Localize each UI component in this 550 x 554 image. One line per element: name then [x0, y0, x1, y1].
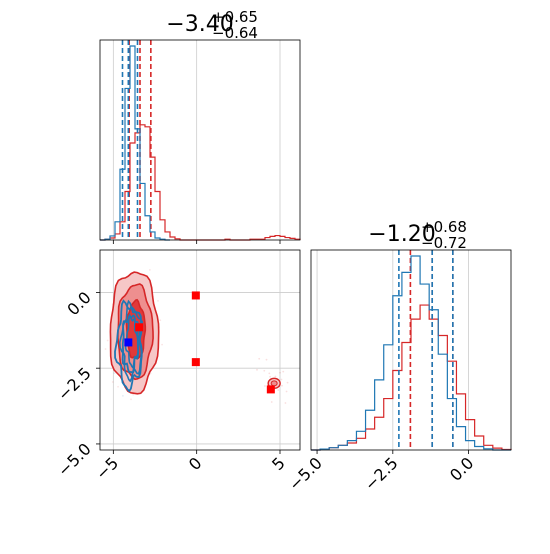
param1-histogram-panel [99, 39, 301, 244]
sample-point [104, 348, 107, 350]
sample-point [130, 398, 132, 401]
x-tick-label: 5 [268, 453, 289, 474]
param2-title: −1.20 [368, 222, 435, 247]
sample-point [264, 385, 266, 387]
sample-point [279, 371, 281, 374]
x-tick-label: 0.0 [446, 453, 477, 484]
contour-secondary-mode [270, 380, 278, 387]
histogram-series-1 [311, 255, 511, 451]
sample-point [277, 389, 280, 391]
sample-point [122, 394, 124, 397]
param1-title-sup: +0.65 [212, 8, 258, 26]
param1-title-main: −3.40 [166, 12, 233, 37]
param2-frame [310, 249, 512, 451]
sample-point [285, 390, 288, 393]
param2-title-main: −1.20 [368, 222, 435, 247]
marker-series-0 [266, 385, 275, 394]
sample-point [286, 381, 289, 384]
y-tick-label: 0.0 [63, 288, 94, 319]
param1-frame [99, 39, 301, 241]
sample-point [113, 372, 116, 375]
sample-point [258, 357, 261, 360]
histogram-series-1 [100, 45, 170, 241]
sample-point [256, 368, 258, 371]
sample-point [106, 339, 109, 342]
marker-series-0 [191, 358, 200, 367]
joint-2d-panel: −5 0 5 0.0 −2.5 −5.0 [54, 249, 301, 484]
sample-point [132, 393, 135, 396]
x-tick-label: −2.5 [361, 453, 402, 494]
sample-point [268, 372, 271, 375]
histogram-series-0 [100, 124, 301, 241]
contour-series-1 [118, 299, 144, 383]
sample-point [274, 375, 277, 378]
sample-point [281, 384, 283, 387]
sample-point [265, 358, 268, 361]
sample-point [284, 402, 287, 404]
marker-series-0 [135, 323, 144, 332]
sample-point [159, 319, 162, 322]
sample-point [148, 269, 151, 271]
sample-point [117, 385, 119, 388]
sample-point [270, 401, 273, 403]
sample-point [161, 343, 163, 346]
param1-title: −3.40 [166, 12, 233, 37]
param2-title-sub: −0.72 [421, 234, 467, 252]
sample-point [280, 378, 283, 381]
x-tick-label: −5 [92, 453, 122, 483]
sample-point [111, 381, 114, 383]
sample-point [263, 369, 266, 372]
sample-point [282, 370, 285, 373]
param1-title-sub: −0.64 [212, 24, 258, 42]
sample-point [157, 300, 159, 302]
y-tick-label: −2.5 [54, 364, 95, 405]
x-tick-label: 0 [185, 453, 206, 474]
sample-point [269, 375, 271, 378]
marker-series-0 [191, 291, 200, 300]
marker-series-1 [124, 338, 133, 347]
param2-title-sup: +0.68 [421, 218, 467, 236]
joint-frame [99, 249, 301, 451]
param2-histogram-panel: −5.0 −2.5 0.0 [285, 249, 512, 494]
x-tick-label: −5.0 [285, 453, 326, 494]
y-tick-label: −5.0 [54, 439, 95, 480]
